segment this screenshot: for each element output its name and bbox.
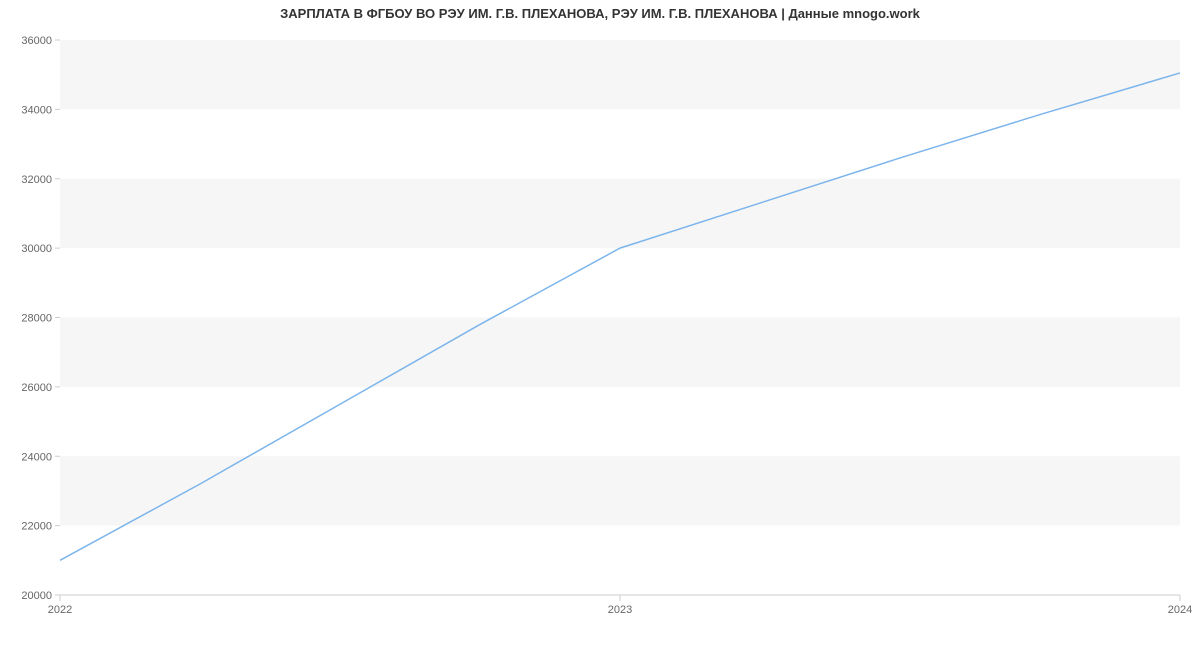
chart-title: ЗАРПЛАТА В ФГБОУ ВО РЭУ ИМ. Г.В. ПЛЕХАНО… bbox=[280, 6, 920, 21]
plot-band bbox=[60, 179, 1180, 248]
y-tick-label: 36000 bbox=[21, 35, 52, 47]
y-tick-label: 30000 bbox=[21, 243, 52, 255]
x-tick-label: 2022 bbox=[48, 604, 72, 616]
y-tick-label: 32000 bbox=[21, 174, 52, 186]
line-chart: 20000 22000 24000 26000 28000 30000 32000 34000… bbox=[0, 0, 1200, 650]
plot-band bbox=[60, 318, 1180, 387]
chart-container: 20000 22000 24000 26000 28000 30000 32000 34000… bbox=[0, 0, 1200, 650]
y-tick-label: 24000 bbox=[21, 451, 52, 463]
x-tick-label: 2023 bbox=[608, 604, 632, 616]
y-tick-label: 26000 bbox=[21, 382, 52, 394]
y-tick-label: 22000 bbox=[21, 521, 52, 533]
y-tick-label: 34000 bbox=[21, 104, 52, 116]
x-tick-label: 2024 bbox=[1168, 604, 1192, 616]
plot-band bbox=[60, 40, 1180, 109]
y-tick-label: 28000 bbox=[21, 313, 52, 325]
y-tick-label: 20000 bbox=[21, 590, 52, 602]
plot-band bbox=[60, 456, 1180, 525]
